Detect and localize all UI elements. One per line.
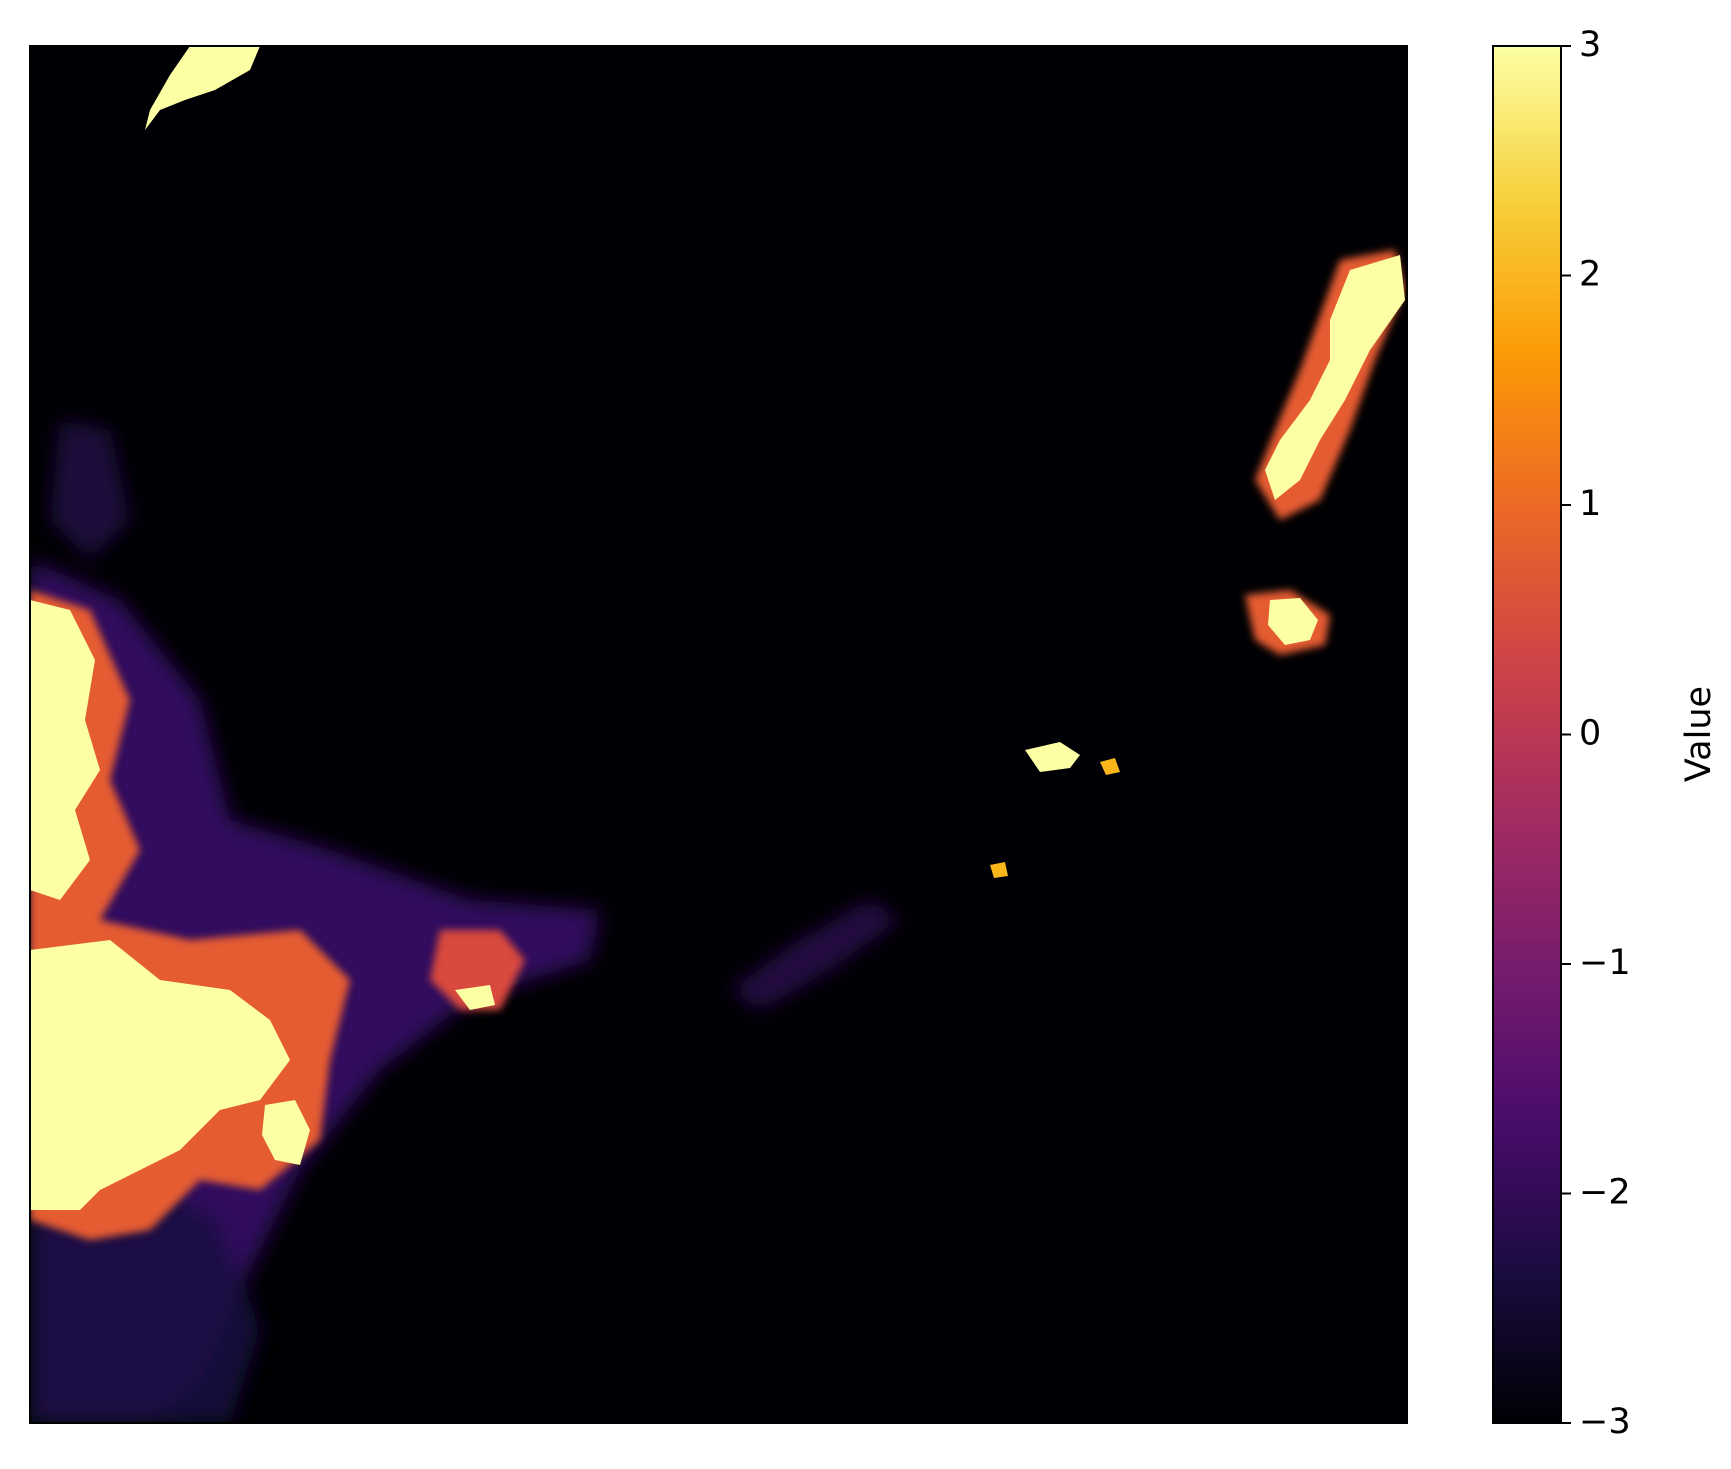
colorbar-tick-label: −3 — [1579, 1402, 1631, 1442]
colorbar: 3 2 1 0 −1 −2 −3 Value — [1492, 25, 1719, 1442]
lower-left-mass — [30, 940, 290, 1210]
heatmap-features — [30, 46, 1405, 1423]
top-left-streak — [145, 46, 260, 130]
center-right-blob-1 — [1025, 742, 1080, 772]
colorbar-tick-label: 2 — [1579, 255, 1601, 295]
saturated-regions — [30, 46, 1405, 1210]
plot-frame — [29, 45, 1408, 1424]
center-right-blob-3 — [990, 862, 1008, 878]
left-edge-mass — [30, 600, 100, 900]
right-edge-streak — [1265, 255, 1405, 500]
colorbar-ticks: 3 2 1 0 −1 −2 −3 — [1561, 25, 1631, 1442]
center-right-blob-2 — [1100, 758, 1120, 775]
lower-left-blob — [262, 1100, 310, 1165]
diffuse-center-streak — [730, 900, 900, 1010]
colorbar-tick-label: 1 — [1579, 484, 1601, 524]
colorbar-tick-label: 3 — [1579, 25, 1601, 65]
colorbar-gradient — [1493, 46, 1561, 1423]
right-mid-blob — [1268, 598, 1318, 645]
colorbar-tick-label: 0 — [1579, 714, 1601, 754]
colorbar-label: Value — [1679, 686, 1719, 782]
center-left-blob — [455, 985, 495, 1010]
heatmap-plot-area — [29, 45, 1408, 1424]
diffuse-upper-left — [50, 420, 130, 560]
center-left-orange — [430, 930, 525, 1010]
colorbar-tick-label: −1 — [1579, 943, 1631, 983]
colorbar-tick-label: −2 — [1579, 1173, 1631, 1213]
